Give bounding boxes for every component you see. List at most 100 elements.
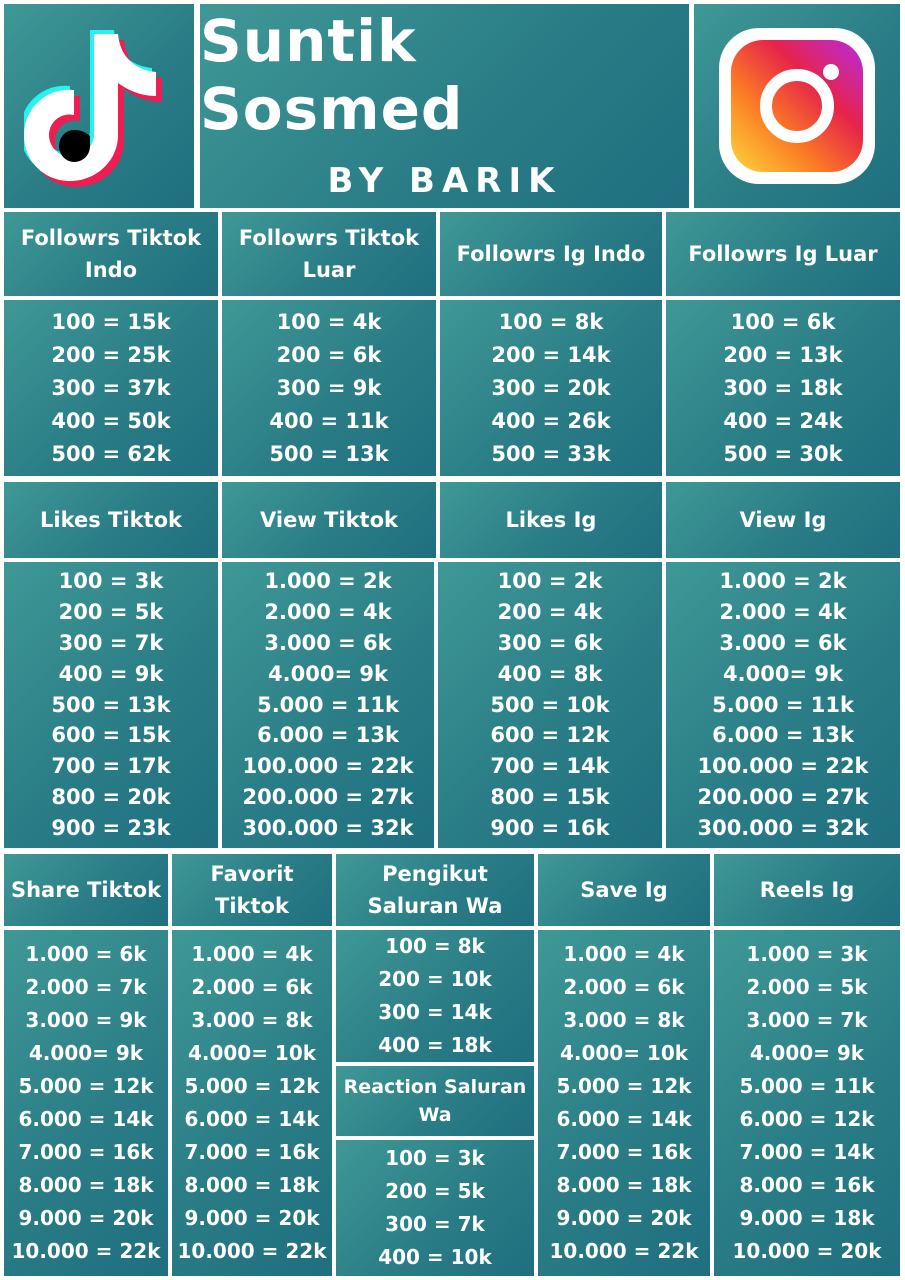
price-line: 300 = 20k: [491, 375, 611, 400]
price-line: 3.000 = 9k: [25, 1008, 147, 1032]
price-line: 10.000 = 22k: [177, 1239, 327, 1263]
prices-reels-ig: 1.000 = 3k 2.000 = 5k 3.000 = 7k 4.000= 9k 5…: [714, 930, 900, 1276]
price-line: 7.000 = 14k: [739, 1140, 875, 1164]
price-line: 400 = 11k: [269, 408, 389, 433]
prices-favorit-tiktok: 1.000 = 4k 2.000 = 6k 3.000 = 8k 4.000= 10k…: [172, 930, 332, 1276]
price-line: 400 = 50k: [51, 408, 171, 433]
price-line: 300.000 = 32k: [242, 815, 414, 840]
price-line: 600 = 12k: [490, 723, 610, 748]
price-line: 4.000= 9k: [268, 661, 388, 686]
price-line: 6.000 = 12k: [739, 1107, 875, 1131]
price-line: 900 = 16k: [490, 815, 610, 840]
prices-likes-tiktok: 100 = 3k 200 = 5k 300 = 7k 400 = 9k 500 = 13…: [4, 562, 218, 848]
price-line: 9.000 = 20k: [556, 1206, 692, 1230]
tiktok-logo-icon: [24, 29, 162, 187]
price-line: 5.000 = 12k: [556, 1074, 692, 1098]
price-line: 6.000 = 14k: [184, 1107, 320, 1131]
price-line: 1.000 = 4k: [191, 942, 313, 966]
price-line: 6.000 = 14k: [556, 1107, 692, 1131]
prices-pengikut-saluran-wa: 100 = 8k 200 = 10k 300 = 14k 400 = 18k: [336, 930, 534, 1062]
price-line: 4.000= 9k: [28, 1041, 144, 1065]
price-line: 1.000 = 2k: [719, 569, 847, 594]
price-line: 300 = 14k: [378, 1000, 492, 1024]
price-line: 300 = 9k: [276, 375, 382, 400]
price-line: 10.000 = 20k: [732, 1239, 882, 1263]
price-line: 5.000 = 11k: [257, 692, 399, 717]
price-line: 500 = 62k: [51, 441, 171, 466]
price-line: 2.000 = 6k: [563, 975, 685, 999]
price-line: 4.000= 10k: [559, 1041, 689, 1065]
prices-save-ig: 1.000 = 4k 2.000 = 6k 3.000 = 8k 4.000= 10k…: [538, 930, 710, 1276]
price-line: 2.000 = 4k: [264, 600, 392, 625]
price-line: 7.000 = 16k: [556, 1140, 692, 1164]
price-line: 700 = 17k: [51, 754, 171, 779]
price-line: 200.000 = 27k: [242, 784, 414, 809]
page-subtitle: BY BARIK: [327, 161, 562, 201]
instagram-logo-panel: [694, 4, 900, 208]
price-line: 900 = 23k: [51, 815, 171, 840]
price-line: 300.000 = 32k: [697, 815, 869, 840]
price-line: 200 = 5k: [385, 1179, 485, 1203]
price-line: 200 = 10k: [378, 967, 492, 991]
price-line: 10.000 = 22k: [549, 1239, 699, 1263]
price-line: 500 = 13k: [51, 692, 171, 717]
header-view-tiktok: View Tiktok: [222, 482, 436, 558]
prices-reaction-saluran-wa: 100 = 3k 200 = 5k 300 = 7k 400 = 10k: [336, 1140, 534, 1276]
price-line: 1.000 = 6k: [25, 942, 147, 966]
price-line: 200 = 14k: [491, 342, 611, 367]
price-line: 10.000 = 22k: [11, 1239, 161, 1263]
price-line: 9.000 = 18k: [739, 1206, 875, 1230]
price-line: 7.000 = 16k: [18, 1140, 154, 1164]
prices-followers-ig-luar: 100 = 6k 200 = 13k 300 = 18k 400 = 24k 500 =…: [666, 300, 900, 476]
price-line: 100 = 15k: [51, 309, 171, 334]
price-line: 5.000 = 12k: [18, 1074, 154, 1098]
price-line: 2.000 = 6k: [191, 975, 313, 999]
price-line: 8.000 = 18k: [556, 1173, 692, 1197]
price-line: 500 = 33k: [491, 441, 611, 466]
header-reels-ig: Reels Ig: [714, 854, 900, 926]
price-line: 400 = 8k: [497, 661, 603, 686]
price-line: 8.000 = 18k: [18, 1173, 154, 1197]
tiktok-logo-panel: [4, 4, 194, 208]
price-line: 500 = 13k: [269, 441, 389, 466]
price-line: 400 = 26k: [491, 408, 611, 433]
price-line: 7.000 = 16k: [184, 1140, 320, 1164]
price-line: 800 = 15k: [490, 784, 610, 809]
price-line: 100 = 8k: [498, 309, 604, 334]
price-line: 300 = 18k: [723, 375, 843, 400]
price-line: 3.000 = 6k: [264, 631, 392, 655]
price-line: 500 = 10k: [490, 692, 610, 717]
price-line: 6.000 = 13k: [257, 723, 399, 748]
price-line: 3.000 = 8k: [563, 1008, 685, 1032]
price-line: 6.000 = 13k: [712, 723, 854, 748]
price-line: 1.000 = 4k: [563, 942, 685, 966]
header-likes-tiktok: Likes Tiktok: [4, 482, 218, 558]
header-followers-tiktok-luar: Followrs Tiktok Luar: [222, 212, 436, 296]
price-line: 8.000 = 18k: [184, 1173, 320, 1197]
price-line: 8.000 = 16k: [739, 1173, 875, 1197]
price-line: 600 = 15k: [51, 723, 171, 748]
header-followers-ig-indo: Followrs Ig Indo: [440, 212, 662, 296]
price-line: 100 = 8k: [385, 934, 485, 958]
instagram-logo-icon: [719, 28, 875, 184]
price-line: 300 = 7k: [385, 1212, 485, 1236]
price-line: 6.000 = 14k: [18, 1107, 154, 1131]
price-line: 300 = 6k: [497, 631, 603, 655]
price-line: 100 = 4k: [276, 309, 382, 334]
prices-view-tiktok: 1.000 = 2k 2.000 = 4k 3.000 = 6k 4.000= 9k 5…: [222, 562, 434, 848]
price-line: 500 = 30k: [723, 441, 843, 466]
price-line: 400 = 10k: [378, 1245, 492, 1269]
price-line: 400 = 18k: [378, 1033, 492, 1057]
price-line: 2.000 = 7k: [25, 975, 147, 999]
price-line: 100.000 = 22k: [242, 754, 414, 779]
price-line: 4.000= 9k: [723, 661, 843, 686]
price-line: 400 = 9k: [58, 661, 164, 686]
price-line: 2.000 = 4k: [719, 600, 847, 625]
price-line: 5.000 = 11k: [712, 692, 854, 717]
header-likes-ig: Likes Ig: [440, 482, 662, 558]
price-line: 200 = 6k: [276, 342, 382, 367]
price-line: 400 = 24k: [723, 408, 843, 433]
price-line: 300 = 7k: [58, 631, 164, 655]
header-pengikut-saluran-wa: Pengikut Saluran Wa: [336, 854, 534, 926]
price-line: 1.000 = 3k: [746, 942, 868, 966]
